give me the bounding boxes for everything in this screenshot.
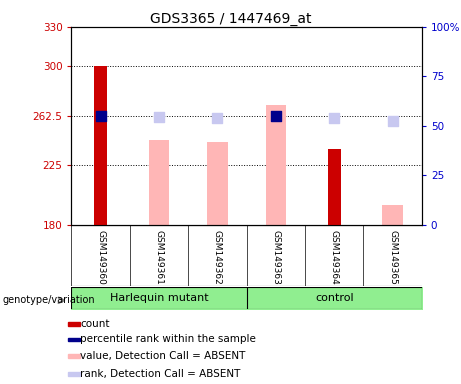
Text: rank, Detection Call = ABSENT: rank, Detection Call = ABSENT <box>80 369 240 379</box>
Text: GSM149363: GSM149363 <box>272 230 280 285</box>
Bar <box>68 322 80 326</box>
Point <box>97 113 104 119</box>
Bar <box>382 205 403 225</box>
Point <box>389 118 396 124</box>
Bar <box>266 105 286 225</box>
Text: Harlequin mutant: Harlequin mutant <box>110 293 208 303</box>
Text: GSM149361: GSM149361 <box>154 230 164 285</box>
Point <box>272 113 279 119</box>
Text: GSM149365: GSM149365 <box>388 230 397 285</box>
Bar <box>149 140 169 225</box>
Point <box>155 114 163 120</box>
Text: genotype/variation: genotype/variation <box>2 295 95 305</box>
Text: GSM149362: GSM149362 <box>213 230 222 284</box>
Text: GSM149364: GSM149364 <box>330 230 339 284</box>
Bar <box>207 142 228 225</box>
Bar <box>68 372 80 376</box>
Bar <box>328 149 341 225</box>
Text: GSM149360: GSM149360 <box>96 230 105 285</box>
Text: count: count <box>80 319 109 329</box>
Text: GDS3365 / 1447469_at: GDS3365 / 1447469_at <box>150 12 311 25</box>
Point <box>331 115 338 121</box>
Point <box>214 115 221 121</box>
Bar <box>68 338 80 341</box>
Bar <box>68 354 80 358</box>
Text: percentile rank within the sample: percentile rank within the sample <box>80 334 256 344</box>
Text: control: control <box>315 293 354 303</box>
Bar <box>94 66 107 225</box>
Text: value, Detection Call = ABSENT: value, Detection Call = ABSENT <box>80 351 245 361</box>
